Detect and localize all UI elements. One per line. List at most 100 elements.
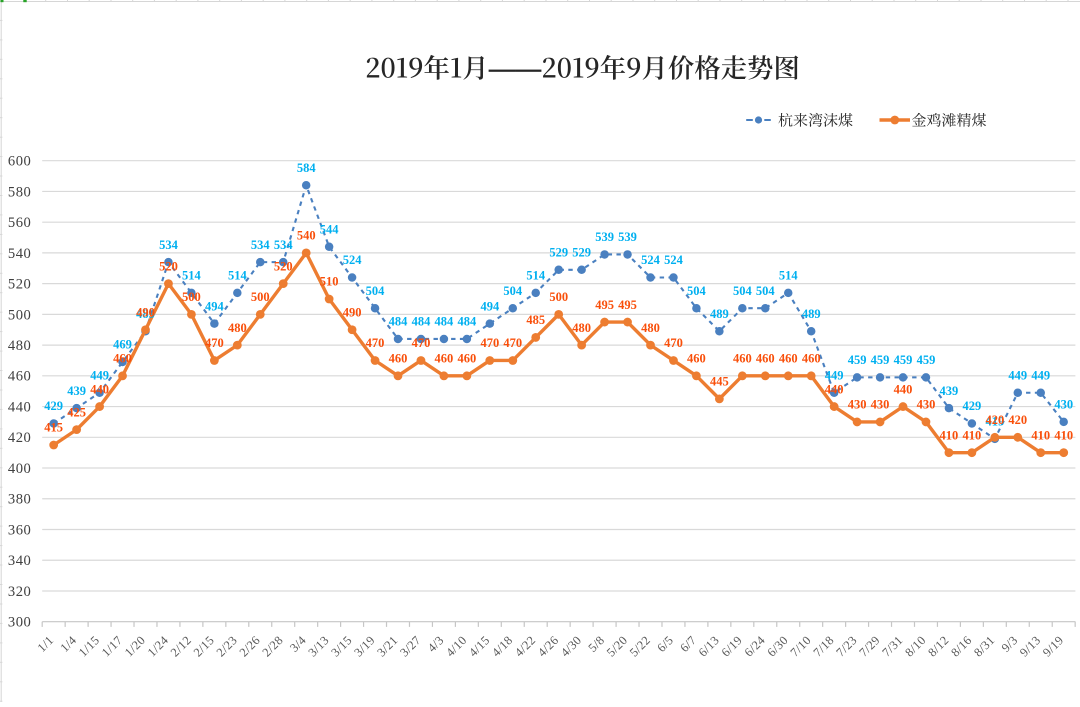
svg-text:460: 460 xyxy=(802,352,821,366)
svg-text:485: 485 xyxy=(526,313,545,327)
svg-text:494: 494 xyxy=(480,299,500,313)
svg-text:504: 504 xyxy=(733,284,753,298)
svg-text:320: 320 xyxy=(8,584,31,600)
svg-text:489: 489 xyxy=(710,307,729,321)
svg-text:439: 439 xyxy=(940,384,959,398)
svg-text:400: 400 xyxy=(8,461,31,477)
svg-text:539: 539 xyxy=(595,230,614,244)
svg-text:440: 440 xyxy=(8,399,31,415)
svg-text:430: 430 xyxy=(917,398,936,412)
svg-text:534: 534 xyxy=(159,238,179,252)
svg-text:489: 489 xyxy=(136,307,155,321)
svg-text:425: 425 xyxy=(67,405,86,419)
svg-text:480: 480 xyxy=(8,338,31,354)
svg-text:470: 470 xyxy=(366,336,385,350)
svg-text:380: 380 xyxy=(8,492,31,508)
svg-text:529: 529 xyxy=(572,246,591,260)
svg-text:484: 484 xyxy=(389,315,409,329)
svg-text:410: 410 xyxy=(1031,428,1050,442)
svg-text:504: 504 xyxy=(503,284,523,298)
svg-text:410: 410 xyxy=(963,428,982,442)
svg-text:484: 484 xyxy=(457,315,477,329)
svg-text:514: 514 xyxy=(182,269,202,283)
svg-text:410: 410 xyxy=(940,428,959,442)
svg-text:429: 429 xyxy=(44,399,63,413)
svg-text:430: 430 xyxy=(1054,398,1073,412)
svg-text:529: 529 xyxy=(549,246,568,260)
svg-text:340: 340 xyxy=(8,553,31,569)
svg-text:534: 534 xyxy=(251,238,271,252)
svg-text:439: 439 xyxy=(67,384,86,398)
svg-text:449: 449 xyxy=(825,368,844,382)
svg-text:459: 459 xyxy=(917,353,936,367)
svg-text:420: 420 xyxy=(1008,413,1027,427)
svg-text:460: 460 xyxy=(457,352,476,366)
svg-text:420: 420 xyxy=(985,413,1004,427)
svg-text:490: 490 xyxy=(343,305,362,319)
svg-text:534: 534 xyxy=(274,238,294,252)
svg-text:459: 459 xyxy=(848,353,867,367)
svg-text:460: 460 xyxy=(756,352,775,366)
svg-text:459: 459 xyxy=(894,353,913,367)
svg-text:524: 524 xyxy=(664,253,684,267)
svg-text:430: 430 xyxy=(848,398,867,412)
svg-text:520: 520 xyxy=(8,277,31,293)
svg-text:419: 419 xyxy=(985,415,1004,429)
svg-text:524: 524 xyxy=(343,253,363,267)
svg-text:460: 460 xyxy=(8,369,31,385)
svg-text:494: 494 xyxy=(205,299,225,313)
svg-text:514: 514 xyxy=(228,269,248,283)
svg-text:504: 504 xyxy=(756,284,776,298)
svg-text:510: 510 xyxy=(320,275,339,289)
svg-text:500: 500 xyxy=(182,290,201,304)
svg-text:480: 480 xyxy=(228,321,247,335)
svg-text:459: 459 xyxy=(871,353,890,367)
svg-text:520: 520 xyxy=(159,259,178,273)
svg-text:449: 449 xyxy=(1008,368,1027,382)
svg-text:500: 500 xyxy=(8,307,31,323)
svg-text:469: 469 xyxy=(113,338,132,352)
svg-text:470: 470 xyxy=(412,336,431,350)
svg-text:430: 430 xyxy=(871,398,890,412)
svg-text:460: 460 xyxy=(389,352,408,366)
svg-text:580: 580 xyxy=(8,184,31,200)
svg-text:360: 360 xyxy=(8,522,31,538)
svg-text:460: 460 xyxy=(687,352,706,366)
svg-text:584: 584 xyxy=(297,161,317,175)
svg-text:514: 514 xyxy=(779,269,799,283)
svg-text:480: 480 xyxy=(572,321,591,335)
svg-text:544: 544 xyxy=(320,222,340,236)
svg-text:540: 540 xyxy=(8,246,31,262)
svg-text:484: 484 xyxy=(412,315,432,329)
svg-text:540: 540 xyxy=(297,229,316,243)
svg-text:449: 449 xyxy=(1031,368,1050,382)
svg-text:600: 600 xyxy=(8,154,31,170)
svg-text:410: 410 xyxy=(1054,428,1073,442)
svg-text:489: 489 xyxy=(802,307,821,321)
svg-text:429: 429 xyxy=(963,399,982,413)
svg-text:460: 460 xyxy=(733,352,752,366)
svg-text:495: 495 xyxy=(595,298,614,312)
svg-text:415: 415 xyxy=(44,421,63,435)
svg-text:440: 440 xyxy=(825,382,844,396)
svg-text:500: 500 xyxy=(549,290,568,304)
svg-text:500: 500 xyxy=(251,290,270,304)
svg-text:300: 300 xyxy=(8,615,31,631)
svg-text:449: 449 xyxy=(90,368,109,382)
svg-text:560: 560 xyxy=(8,215,31,231)
svg-text:445: 445 xyxy=(710,375,729,389)
svg-text:480: 480 xyxy=(641,321,660,335)
svg-text:504: 504 xyxy=(366,284,386,298)
svg-text:470: 470 xyxy=(503,336,522,350)
svg-text:470: 470 xyxy=(664,336,683,350)
svg-text:539: 539 xyxy=(618,230,637,244)
svg-text:524: 524 xyxy=(641,253,661,267)
svg-text:460: 460 xyxy=(435,352,454,366)
svg-text:460: 460 xyxy=(113,352,132,366)
svg-text:504: 504 xyxy=(687,284,707,298)
svg-text:440: 440 xyxy=(894,382,913,396)
svg-text:520: 520 xyxy=(274,259,293,273)
svg-text:514: 514 xyxy=(526,269,546,283)
svg-text:490: 490 xyxy=(136,305,155,319)
svg-text:470: 470 xyxy=(480,336,499,350)
